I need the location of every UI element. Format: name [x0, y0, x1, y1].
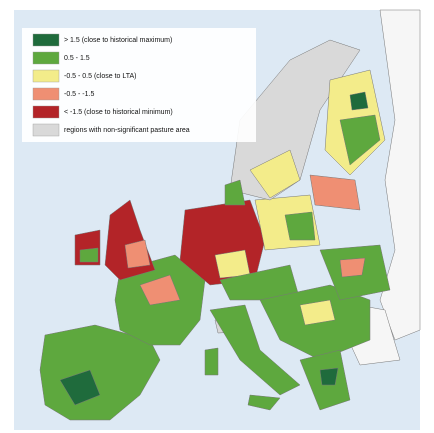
region: [309, 174, 361, 211]
region: [319, 367, 339, 386]
legend-swatch: [32, 123, 60, 137]
legend-swatch: [32, 51, 60, 65]
region: [124, 239, 151, 269]
region: [247, 394, 281, 411]
region: [59, 369, 101, 406]
region: [139, 274, 181, 306]
legend-label: > 1.5 (close to historical maximum): [64, 37, 172, 44]
legend-label: -0.5 - -1.5: [64, 91, 94, 98]
legend-label: -0.5 - 0.5 (close to LTA): [64, 73, 137, 80]
region: [339, 257, 366, 278]
legend-swatch: [32, 69, 60, 83]
region: [214, 249, 251, 279]
region: [204, 347, 219, 376]
legend-swatch: [32, 87, 60, 101]
region: [249, 149, 301, 199]
legend-label: 0.5 - 1.5: [64, 55, 90, 62]
region: [299, 299, 336, 326]
region: [349, 91, 369, 111]
legend-box: [22, 28, 256, 142]
region: [284, 211, 316, 241]
region: [209, 304, 301, 396]
non-eu-land: [379, 9, 421, 341]
legend-label: regions with non-significant pasture are…: [64, 127, 190, 134]
region: [79, 247, 99, 263]
regions: [39, 39, 391, 421]
legend: > 1.5 (close to historical maximum) 0.5 -…: [22, 28, 256, 142]
legend-swatch: [32, 33, 60, 47]
legend-label: < -1.5 (close to historical minimum): [64, 109, 173, 116]
region: [229, 39, 361, 201]
region: [224, 179, 246, 206]
legend-swatch: [32, 105, 60, 119]
region: [339, 114, 381, 166]
